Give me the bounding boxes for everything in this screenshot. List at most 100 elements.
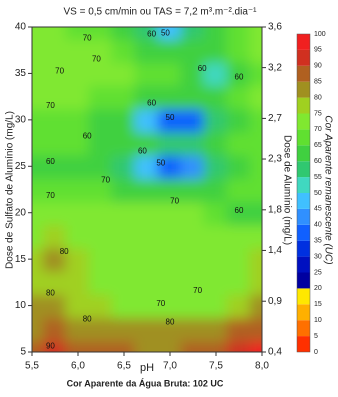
y-tick-label: 15: [15, 254, 27, 265]
field-cell: [134, 223, 160, 249]
x-axis-label: pH: [140, 362, 154, 374]
caption: Cor Aparente da Água Bruta: 102 UC: [67, 378, 224, 388]
field-cell: [65, 339, 91, 352]
field-cells: [32, 27, 262, 352]
y2-tick-label: 0,9: [268, 296, 282, 307]
field-cell: [249, 27, 262, 40]
field-cell: [111, 153, 137, 179]
colorbar-tick-label: 10: [314, 317, 322, 324]
colorbar-tick-label: 95: [314, 47, 322, 54]
field-cell: [32, 246, 45, 272]
field-cell: [32, 316, 45, 342]
field-cell: [111, 316, 137, 342]
field-cell: [180, 339, 206, 352]
field-cell: [88, 130, 114, 156]
contour-label: 70: [83, 33, 92, 42]
field-cell: [88, 107, 114, 133]
field-cell: [249, 316, 262, 342]
field-cell: [88, 316, 114, 342]
field-cell: [32, 200, 45, 226]
field-cell: [157, 339, 183, 352]
field-cell: [203, 292, 229, 319]
field-cell: [134, 84, 160, 110]
colorbar-band: [297, 81, 310, 98]
colorbar-tick-label: 25: [314, 269, 322, 276]
field-cell: [65, 200, 91, 226]
x-tick-label: 8,0: [255, 361, 269, 372]
contour-label: 60: [235, 206, 244, 215]
field-cell: [42, 176, 68, 203]
field-cell: [157, 60, 183, 87]
field-cell: [157, 153, 183, 179]
colorbar-band: [297, 320, 310, 337]
field-cell: [203, 37, 229, 63]
colorbar-tick-label: 50: [314, 190, 322, 197]
field-cell: [88, 292, 114, 319]
colorbar-band: [297, 145, 310, 162]
colorbar-band: [297, 224, 310, 241]
field-cell: [42, 223, 68, 249]
field-cell: [65, 176, 91, 203]
colorbar-tick-label: 5: [314, 333, 318, 340]
field-cell: [42, 27, 68, 40]
field-cell: [249, 107, 262, 133]
field-cell: [157, 223, 183, 249]
contour-label: 50: [161, 29, 170, 38]
colorbar-band: [297, 65, 310, 82]
field-cell: [111, 292, 137, 319]
contour-field: [32, 27, 262, 352]
contour-label: 50: [166, 113, 175, 122]
field-cell: [203, 223, 229, 249]
field-cell: [65, 84, 91, 110]
field-cell: [134, 27, 160, 40]
field-cell: [42, 292, 68, 319]
field-cell: [65, 153, 91, 179]
field-cell: [203, 60, 229, 87]
y2-tick-label: 2,7: [268, 113, 282, 124]
y2-tick-label: 3,6: [268, 22, 282, 33]
field-cell: [249, 269, 262, 295]
contour-label: 60: [235, 72, 244, 81]
field-cell: [42, 316, 68, 342]
colorbar-tick-label: 40: [314, 222, 322, 229]
field-cell: [42, 60, 68, 87]
field-cell: [65, 316, 91, 342]
contour-label: 80: [46, 289, 55, 298]
field-cell: [88, 37, 114, 63]
field-cell: [226, 269, 252, 295]
field-cell: [88, 200, 114, 226]
field-cell: [180, 176, 206, 203]
colorbar-band: [297, 208, 310, 225]
field-cell: [111, 130, 137, 156]
field-cell: [249, 130, 262, 156]
contour-label: 60: [46, 157, 55, 166]
field-cell: [180, 246, 206, 272]
field-cell: [203, 107, 229, 133]
field-cell: [134, 292, 160, 319]
field-cell: [157, 84, 183, 110]
colorbar-tick-label: 85: [314, 79, 322, 86]
colorbar-label: Cor Aparente remanescente (UC): [322, 115, 333, 264]
field-cell: [157, 27, 183, 40]
x-tick-label: 5,5: [25, 361, 39, 372]
field-cell: [226, 292, 252, 319]
field-cell: [32, 37, 45, 63]
y2-tick-label: 1,8: [268, 204, 282, 215]
field-cell: [111, 60, 137, 87]
colorbar-band: [297, 288, 310, 305]
field-cell: [111, 269, 137, 295]
plot-frame: [31, 26, 263, 353]
colorbar-tick-label: 55: [314, 174, 322, 181]
contour-label: 70: [156, 299, 165, 308]
field-cell: [249, 153, 262, 179]
field-cell: [226, 130, 252, 156]
field-cell: [134, 246, 160, 272]
contour-label: 70: [46, 191, 55, 200]
y-tick-label: 10: [15, 300, 27, 311]
field-cell: [180, 223, 206, 249]
colorbar-frame: [296, 33, 311, 353]
field-cell: [226, 339, 252, 352]
field-cell: [180, 37, 206, 63]
field-cell: [32, 130, 45, 156]
